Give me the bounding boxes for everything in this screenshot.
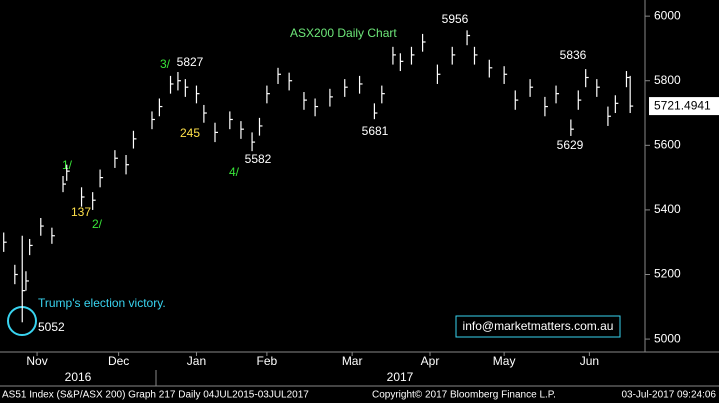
annotation: 137: [71, 205, 91, 219]
y-tick-label: 5800: [654, 73, 681, 87]
footer: AS51 Index (S&P/ASX 200) Graph 217 Daily…: [2, 390, 309, 401]
x-tick-label: Jan: [187, 354, 206, 368]
annotation: 3/: [160, 57, 171, 71]
x-tick-label: Mar: [342, 354, 363, 368]
annotation: 245: [180, 126, 200, 140]
annotation: 5582: [245, 152, 272, 166]
annotation: Trump's election victory.: [38, 296, 166, 310]
year-label: 2016: [65, 370, 92, 384]
last-price-label: 5721.4941: [654, 98, 711, 112]
x-tick-label: Jun: [580, 354, 599, 368]
y-tick-label: 6000: [654, 8, 681, 22]
y-tick-label: 5000: [654, 331, 681, 345]
last-price-box: [649, 97, 719, 116]
annotation: 5836: [560, 48, 587, 62]
footer: Copyright© 2017 Bloomberg Finance L.P.: [372, 390, 556, 401]
annotation: 4/: [229, 165, 240, 179]
footer: 03-Jul-2017 09:24:06: [621, 390, 716, 401]
annotation: 5956: [442, 12, 469, 26]
annotation: 2/: [92, 217, 103, 231]
info-box: [455, 315, 621, 338]
y-tick-label: 5200: [654, 267, 681, 281]
x-tick-label: Nov: [26, 354, 47, 368]
chart-title: ASX200 Daily Chart: [290, 26, 397, 40]
x-tick-label: Apr: [421, 354, 440, 368]
annotation: 5052: [38, 320, 65, 334]
x-tick-label: Feb: [257, 354, 278, 368]
annotation: info@marketmatters.com.au: [463, 319, 614, 333]
x-tick-label: May: [493, 354, 516, 368]
annotation: 5629: [557, 138, 584, 152]
y-tick-label: 5400: [654, 202, 681, 216]
annotation: 5827: [177, 55, 204, 69]
x-tick-label: Dec: [108, 354, 129, 368]
y-tick-label: 5600: [654, 137, 681, 151]
year-label: 2017: [387, 370, 414, 384]
annotation: 5681: [362, 124, 389, 138]
annotation: 1/: [62, 158, 73, 172]
